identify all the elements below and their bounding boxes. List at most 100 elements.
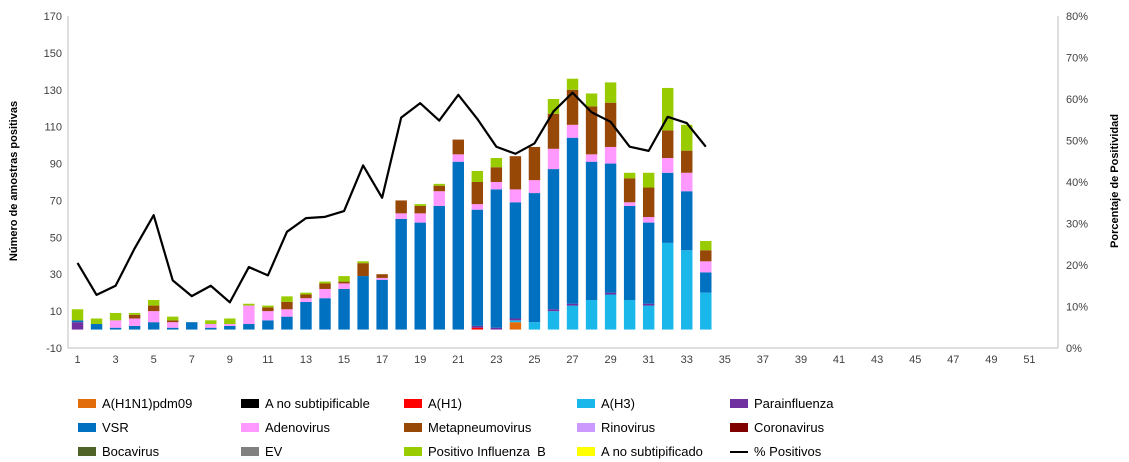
bar-metapneumovirus-week-4 <box>128 314 141 319</box>
bar-adenovirus-week-20 <box>433 191 445 206</box>
bar-adenovirus-week-27 <box>566 124 579 138</box>
bar-vsr-week-26 <box>547 169 560 310</box>
bar-vsr-week-19 <box>414 222 426 330</box>
bar-adenovirus-week-24 <box>509 189 522 203</box>
x-tick-label: 43 <box>871 354 883 366</box>
bar-vsr-week-10 <box>243 324 255 330</box>
bar-a-h3-week-33 <box>681 250 693 330</box>
bar-metapneumovirus-week-13 <box>300 294 312 299</box>
legend-label: A(H3) <box>601 396 635 411</box>
bar-metapneumovirus-week-23 <box>490 167 503 182</box>
bar-metapneumovirus-week-27 <box>566 89 579 125</box>
bar-vsr-week-25 <box>528 193 541 323</box>
x-tick-label: 37 <box>757 354 769 366</box>
bars-layer <box>71 78 712 330</box>
bar-metapneumovirus-week-12 <box>281 301 293 310</box>
legend-swatch <box>404 423 422 432</box>
x-tick-label: 27 <box>566 354 578 366</box>
legend-swatch <box>78 399 96 408</box>
bar-parainfluenza-week-23 <box>490 327 503 330</box>
legend-swatch <box>241 447 259 456</box>
bar-adenovirus-week-26 <box>547 148 560 170</box>
legend-swatch <box>404 447 422 456</box>
bar-adenovirus-week-34 <box>700 261 712 273</box>
bar-a-h3-week-34 <box>700 292 712 330</box>
y-tick-label: 10 <box>50 306 62 318</box>
bar-positivo-influenza-b-week-1 <box>71 309 84 321</box>
bar-adenovirus-week-21 <box>452 154 464 162</box>
bar-vsr-week-24 <box>509 202 522 319</box>
bar-metapneumovirus-week-22 <box>471 182 484 205</box>
bar-positivo-influenza-b-week-28 <box>585 93 598 107</box>
bar-positivo-influenza-b-week-2 <box>90 318 103 325</box>
bar-metapneumovirus-week-29 <box>604 102 617 147</box>
bar-metapneumovirus-week-15 <box>338 281 350 284</box>
bar-positivo-influenza-b-week-13 <box>300 292 312 295</box>
bar-positivo-influenza-b-week-27 <box>566 78 579 90</box>
bar-positivo-influenza-b-week-8 <box>205 320 217 325</box>
legend-item-a-h3: A(H3) <box>577 396 635 411</box>
bar-parainfluenza-week-26 <box>547 309 560 312</box>
y-tick-label: 70 <box>50 195 62 207</box>
legend-label: Coronavirus <box>754 420 825 435</box>
bar-parainfluenza-week-27 <box>566 303 579 306</box>
bar-vsr-week-13 <box>300 301 312 330</box>
line-layer <box>76 91 707 304</box>
legend-label: A no subtipificado <box>601 444 703 459</box>
bar-adenovirus-week-8 <box>205 324 217 328</box>
bar-positivo-influenza-b-week-31 <box>642 172 655 188</box>
bar-positivo-influenza-b-week-15 <box>338 276 350 282</box>
bar-a-h3-week-26 <box>547 311 560 330</box>
bar-vsr-week-4 <box>128 325 141 330</box>
legend-item-positivos: % Positivos <box>730 444 821 459</box>
x-tick-label: 15 <box>338 354 350 366</box>
y-axis-title: Número de amostras positivas <box>8 101 20 261</box>
x-tick-label: 1 <box>74 354 80 366</box>
bar-adenovirus-week-11 <box>262 311 274 321</box>
bar-adenovirus-week-4 <box>128 318 141 326</box>
legend-swatch <box>241 423 259 432</box>
bar-a-h3-week-29 <box>604 294 617 330</box>
y-tick-label: -10 <box>46 343 62 355</box>
legend-swatch <box>78 447 96 456</box>
bar-metapneumovirus-week-5 <box>147 305 160 312</box>
bar-a-h1n1-pdm09-week-24 <box>509 322 522 330</box>
legend-label: Positivo Influenza B <box>428 444 546 459</box>
bar-metapneumovirus-week-34 <box>700 250 712 262</box>
bar-vsr-week-23 <box>490 189 503 328</box>
bar-adenovirus-week-14 <box>319 288 331 299</box>
bar-metapneumovirus-week-20 <box>433 185 445 192</box>
bar-positivo-influenza-b-week-16 <box>357 261 369 264</box>
legend-label: EV <box>265 444 283 459</box>
legend-swatch <box>577 423 595 432</box>
bar-metapneumovirus-week-18 <box>395 200 407 214</box>
bar-metapneumovirus-week-32 <box>662 130 674 159</box>
bar-parainfluenza-week-29 <box>604 292 617 295</box>
bar-positivo-influenza-b-week-5 <box>147 300 160 306</box>
bar-vsr-week-27 <box>566 137 579 304</box>
bar-parainfluenza-week-1 <box>71 322 84 330</box>
legend-swatch <box>577 447 595 456</box>
y2-tick-label: 0% <box>1066 343 1082 355</box>
bar-vsr-week-7 <box>186 322 198 330</box>
x-tick-label: 31 <box>643 354 655 366</box>
bar-adenovirus-week-3 <box>109 320 122 328</box>
bar-a-h3-week-30 <box>623 300 636 330</box>
bar-vsr-week-29 <box>604 163 617 293</box>
bar-adenovirus-week-6 <box>167 322 179 328</box>
bar-metapneumovirus-week-19 <box>414 205 426 214</box>
x-tick-label: 5 <box>151 354 157 366</box>
legend-item-a-no-subtipificado: A no subtipificado <box>577 444 703 459</box>
y2-tick-label: 20% <box>1066 260 1088 272</box>
legend-label: Metapneumovirus <box>428 420 532 435</box>
bar-a-h3-week-25 <box>528 322 541 330</box>
bar-metapneumovirus-week-30 <box>623 178 636 203</box>
bar-positivo-influenza-b-week-3 <box>109 312 122 321</box>
legend-item-a-h1: A(H1) <box>404 396 462 411</box>
bar-adenovirus-week-12 <box>281 309 293 317</box>
bar-metapneumovirus-week-28 <box>585 106 598 155</box>
y2-axis-title: Porcentaje de Positividad <box>1109 114 1121 248</box>
legend-item-metapneumovirus: Metapneumovirus <box>404 420 531 435</box>
legend-item-adenovirus: Adenovirus <box>241 420 330 435</box>
legend-label: Rinovirus <box>601 420 656 435</box>
